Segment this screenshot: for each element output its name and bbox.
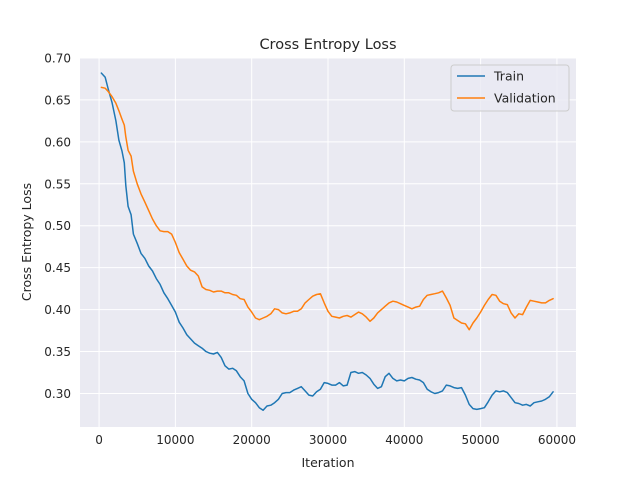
x-tick-label: 0	[95, 433, 103, 447]
y-tick-label: 0.65	[44, 93, 71, 107]
y-tick-label: 0.35	[44, 345, 71, 359]
x-axis-ticks: 0 10000 20000 30000 40000 50000 60000	[95, 433, 576, 447]
x-tick-label: 60000	[538, 433, 576, 447]
series-line-train	[100, 72, 554, 411]
legend-label-validation: Validation	[494, 91, 556, 106]
y-tick-label: 0.45	[44, 261, 71, 275]
x-tick-label: 10000	[156, 433, 194, 447]
y-axis-label: Cross Entropy Loss	[19, 183, 34, 301]
y-tick-label: 0.55	[44, 177, 71, 191]
x-tick-label: 40000	[385, 433, 423, 447]
series-layer	[100, 72, 554, 411]
y-tick-label: 0.30	[44, 387, 71, 401]
series-line-validation	[100, 86, 554, 331]
legend: Train Validation	[450, 64, 570, 112]
y-tick-label: 0.60	[44, 135, 71, 149]
legend-label-train: Train	[493, 69, 524, 84]
y-tick-label: 0.40	[44, 303, 71, 317]
chart-title: Cross Entropy Loss	[259, 37, 396, 53]
x-tick-label: 50000	[462, 433, 500, 447]
x-axis-label: Iteration	[301, 455, 354, 470]
y-axis-ticks: 0.30 0.35 0.40 0.45 0.50 0.55 0.60 0.65 0.70	[44, 52, 71, 401]
y-tick-label: 0.70	[44, 52, 71, 66]
y-tick-label: 0.50	[44, 219, 71, 233]
x-tick-label: 20000	[233, 433, 271, 447]
x-tick-label: 30000	[309, 433, 347, 447]
